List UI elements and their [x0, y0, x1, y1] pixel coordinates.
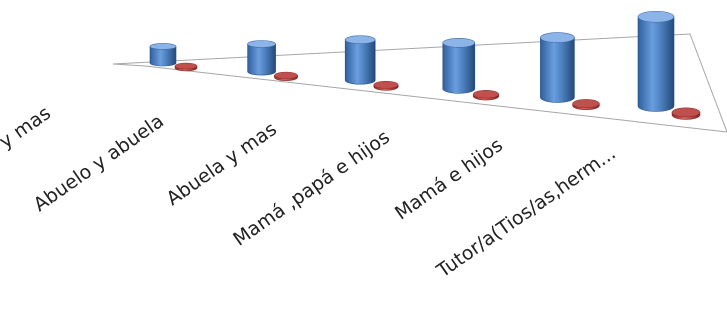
bar-top: [344, 35, 376, 45]
bar-body: [442, 42, 476, 94]
bar-series-2-3: [472, 90, 500, 101]
bar-series-2-2: [373, 80, 399, 91]
bar-top: [247, 40, 276, 48]
bar-series-2-1: [274, 71, 298, 81]
bar-series-2-4: [572, 99, 600, 111]
bar-top: [671, 107, 701, 118]
bar-series-1-1: [247, 40, 276, 76]
chart-bars: [149, 10, 701, 120]
bar-body: [149, 46, 177, 67]
bar-series-1-4: [540, 32, 575, 103]
category-label-4: Mamá e hijos: [391, 134, 507, 224]
bar-body: [637, 16, 675, 112]
chart-floor: [112, 33, 727, 133]
bar-top: [540, 32, 575, 43]
category-label-1: Abuelo y abuela: [30, 110, 168, 216]
bar-top: [442, 37, 476, 48]
bar-body: [540, 37, 575, 103]
bar-series-1-0: [149, 43, 177, 67]
bar-top: [472, 90, 500, 99]
category-label-2: Abuela y mas: [163, 118, 281, 210]
bar-series-1-3: [442, 37, 476, 94]
floor-plane: [112, 33, 727, 133]
bar-top: [149, 43, 177, 50]
bar-body: [344, 39, 376, 85]
bar-top: [174, 62, 198, 70]
bar-series-1-5: [637, 10, 675, 112]
bar-top: [274, 71, 298, 79]
bar-top: [572, 99, 600, 109]
bar-series-1-2: [344, 35, 376, 85]
bar-top: [373, 80, 399, 89]
bar-top: [637, 10, 675, 23]
bar-body: [247, 43, 276, 76]
bar-series-2-5: [671, 107, 701, 120]
bar-series-2-0: [174, 62, 198, 72]
